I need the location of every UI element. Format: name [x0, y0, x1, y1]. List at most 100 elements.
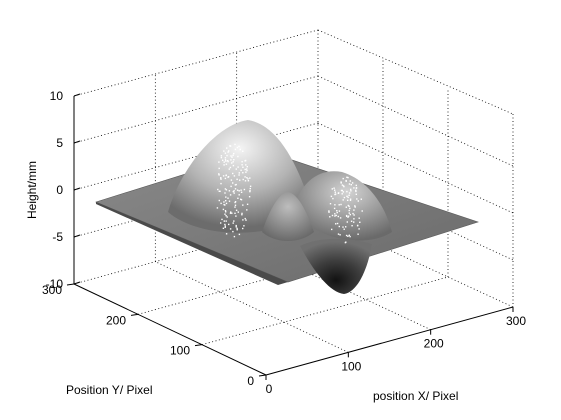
- surface-speckle: [222, 227, 225, 229]
- surface-speckle: [342, 177, 344, 180]
- surface-speckle: [354, 206, 356, 208]
- z-tick-label: 10: [50, 89, 64, 103]
- surface-speckle: [224, 225, 226, 227]
- surface-speckle: [242, 166, 244, 168]
- surface-speckle: [342, 185, 345, 187]
- y-grid-floor-line: [137, 246, 384, 315]
- surface-speckle: [223, 203, 225, 206]
- x-grid-floor-line: [155, 261, 349, 353]
- surface-speckle: [221, 218, 223, 221]
- surface-speckle: [341, 189, 343, 192]
- surface-speckle: [234, 188, 237, 190]
- x-grid-floor-line: [236, 238, 431, 331]
- surface-speckle: [238, 194, 240, 196]
- surface-speckle: [358, 228, 360, 230]
- surface-speckle: [228, 200, 231, 202]
- surface-speckle: [359, 221, 361, 223]
- surface-speckle: [234, 201, 237, 203]
- surface-speckle: [355, 187, 358, 189]
- y-grid-floor-line: [201, 276, 449, 346]
- surface-speckle: [334, 193, 336, 196]
- surface-speckle: [235, 224, 237, 227]
- surface-speckle: [334, 215, 336, 217]
- surface-speckle: [220, 202, 222, 205]
- surface-speckle: [235, 226, 237, 228]
- surface-speckle: [348, 183, 351, 185]
- surface-speckle: [349, 207, 351, 210]
- surface-speckle: [245, 164, 247, 166]
- surface-speckle: [350, 220, 353, 222]
- surface-speckle: [243, 188, 246, 191]
- surface-speckle: [355, 189, 357, 191]
- surface-speckle: [228, 223, 230, 226]
- surface-speckle: [348, 192, 351, 194]
- surface-speckle: [332, 197, 334, 200]
- surface-speckle: [227, 197, 229, 199]
- surface-speckle: [233, 220, 235, 222]
- surface-speckle: [360, 198, 362, 200]
- surface-speckle: [328, 210, 330, 212]
- surface-speckle: [218, 199, 220, 202]
- surface-speckle: [335, 223, 337, 225]
- surface-speckle: [231, 156, 233, 158]
- surface-speckle: [225, 233, 228, 235]
- surface-speckle: [353, 221, 355, 223]
- z-tick-label: 0: [56, 183, 63, 197]
- surface-speckle: [244, 160, 246, 162]
- surface-speckle: [234, 148, 237, 151]
- surface-speckle: [232, 182, 234, 184]
- surface-speckle: [346, 190, 348, 193]
- surface-speckle: [238, 174, 240, 176]
- surface-speckle: [239, 179, 241, 181]
- surface-speckle: [224, 210, 227, 212]
- z-grid-left-wall-line: [73, 75, 319, 144]
- surface-speckle: [336, 211, 338, 214]
- surface-speckle: [236, 229, 238, 231]
- surface-speckle: [231, 212, 233, 214]
- surface-speckle: [348, 194, 350, 196]
- z-axis-label: Height/mm: [25, 161, 39, 219]
- y-tick-label: 200: [106, 313, 126, 327]
- surface-speckle: [249, 187, 251, 190]
- surface-speckle: [235, 209, 238, 211]
- surface-speckle: [355, 184, 357, 187]
- surface-speckle: [218, 173, 220, 175]
- surface-speckle: [238, 172, 240, 174]
- surface-speckle: [361, 210, 363, 212]
- surface-speckle: [232, 172, 234, 175]
- surface-speckle: [229, 212, 232, 214]
- surface-speckle: [348, 212, 350, 214]
- surface-speckle: [353, 209, 355, 211]
- surface-speckle: [233, 152, 235, 155]
- surface-speckle: [242, 227, 244, 230]
- surface-speckle: [249, 185, 252, 187]
- surface-speckle: [232, 161, 234, 163]
- surface-speckle: [331, 228, 333, 231]
- surface-speckle: [230, 211, 232, 213]
- surface-speckle: [346, 215, 348, 217]
- surface-speckle: [342, 226, 344, 228]
- surface-speckle: [229, 194, 232, 196]
- surface-speckle: [238, 190, 240, 192]
- surface-speckle: [248, 196, 251, 198]
- surface-speckle: [222, 159, 224, 161]
- surface-speckle: [225, 174, 227, 176]
- surface-speckle: [223, 150, 225, 152]
- surface-speckle: [338, 204, 340, 206]
- surface-speckle: [236, 189, 239, 191]
- surface-speckle: [355, 193, 357, 195]
- surface-speckle: [225, 160, 227, 162]
- surface-speckle: [225, 202, 228, 205]
- surface-speckle: [241, 214, 243, 216]
- surface-speckle: [246, 209, 248, 211]
- surface-speckle: [239, 148, 241, 151]
- surface-peak-right: [292, 171, 392, 241]
- surface-speckle: [218, 161, 220, 163]
- surface-speckle: [225, 196, 227, 198]
- surface-speckle: [346, 221, 348, 223]
- surface-speckle: [226, 154, 228, 157]
- surface-speckle: [240, 191, 243, 193]
- surface-speckle: [333, 187, 335, 189]
- surface-speckle: [220, 155, 223, 157]
